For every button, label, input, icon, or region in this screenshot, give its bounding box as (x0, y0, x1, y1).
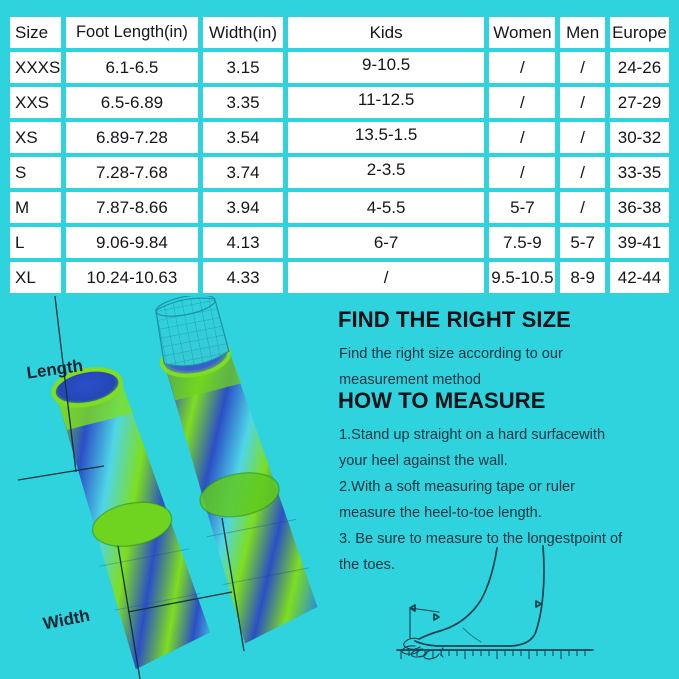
cell-kids: 11-12.5 (287, 87, 485, 118)
cell-europe: 27-29 (609, 87, 670, 118)
cell-europe: 30-32 (609, 122, 670, 153)
table-row: S 7.28-7.68 3.74 2-3.5 / / 33-35 (10, 157, 670, 188)
foot-measurement-icon (396, 545, 594, 660)
table-row: M 7.87-8.66 3.94 4-5.5 5-7 / 36-38 (10, 192, 670, 223)
cell-size: L (10, 227, 61, 258)
cell-europe: 24-26 (609, 52, 670, 83)
cell-foot-length: 7.28-7.68 (65, 157, 199, 188)
find-line: measurement method (339, 372, 481, 388)
cell-size: XS (10, 122, 61, 153)
table-row: XXXS 6.1-6.5 3.15 9-10.5 / / 24-26 (10, 52, 670, 83)
cell-width: 3.74 (203, 157, 283, 188)
column-header-women: Women (489, 17, 556, 48)
table-row: L 9.06-9.84 4.13 6-7 7.5-9 5-7 39-41 (10, 227, 670, 258)
column-header-kids: Kids (287, 17, 485, 48)
cell-foot-length: 10.24-10.63 (65, 262, 199, 293)
cell-foot-length: 9.06-9.84 (65, 227, 199, 258)
measure-step-line: measure the heel-to-toe length. (339, 505, 542, 521)
cell-size: M (10, 192, 61, 223)
cell-size: XXXS (10, 52, 61, 83)
cell-width: 4.33 (203, 262, 283, 293)
cell-men: / (560, 157, 605, 188)
cell-width: 3.15 (203, 52, 283, 83)
cell-kids: / (287, 262, 485, 293)
column-header-men: Men (560, 17, 605, 48)
table-header-row: Size Foot Length(in) Width(in) Kids Wome… (10, 17, 670, 48)
how-to-measure-heading: HOW TO MEASURE (338, 388, 546, 413)
measure-step-line: your heel against the wall. (339, 453, 508, 469)
cell-kids: 2-3.5 (287, 157, 485, 188)
measure-step-line: 2.With a soft measuring tape or ruler (339, 479, 576, 495)
cell-width: 3.94 (203, 192, 283, 223)
width-label: Width (41, 606, 91, 634)
mesh-heel-strap (155, 296, 230, 367)
cell-size: XXS (10, 87, 61, 118)
cell-women: / (489, 122, 556, 153)
cell-europe: 42-44 (609, 262, 670, 293)
cell-width: 4.13 (203, 227, 283, 258)
find-line: Find the right size according to our (339, 346, 563, 362)
cell-kids: 6-7 (287, 227, 485, 258)
cell-women: / (489, 52, 556, 83)
cell-women: 5-7 (489, 192, 556, 223)
cell-men: / (560, 122, 605, 153)
cell-foot-length: 6.5-6.89 (65, 87, 199, 118)
cell-foot-length: 6.89-7.28 (65, 122, 199, 153)
column-header-size: Size (10, 17, 61, 48)
cell-europe: 33-35 (609, 157, 670, 188)
fin-left (51, 367, 211, 670)
table-row: XXS 6.5-6.89 3.35 11-12.5 / / 27-29 (10, 87, 670, 118)
ruler-ticks (400, 650, 586, 659)
cell-foot-length: 7.87-8.66 (65, 192, 199, 223)
cell-men: / (560, 192, 605, 223)
table-row: XL 10.24-10.63 4.33 / 9.5-10.5 8-9 42-44 (10, 262, 670, 293)
cell-men: / (560, 52, 605, 83)
cell-width: 3.54 (203, 122, 283, 153)
measure-step-line: the toes. (339, 557, 395, 573)
cell-foot-length: 6.1-6.5 (65, 52, 199, 83)
cell-europe: 39-41 (609, 227, 670, 258)
swim-fins-illustration: Length Width (17, 296, 318, 679)
instructions-panel: FIND THE RIGHT SIZE Find the right size … (338, 296, 679, 679)
size-chart-table: Size Foot Length(in) Width(in) Kids Wome… (10, 17, 670, 297)
cell-kids: 13.5-1.5 (287, 122, 485, 153)
product-image-panel: Length Width (0, 296, 338, 679)
table-row: XS 6.89-7.28 3.54 13.5-1.5 / / 30-32 (10, 122, 670, 153)
find-the-right-size-heading: FIND THE RIGHT SIZE (338, 307, 571, 332)
column-header-width: Width(in) (203, 17, 283, 48)
cell-width: 3.35 (203, 87, 283, 118)
cell-men: 5-7 (560, 227, 605, 258)
measure-step-line: 3. Be sure to measure to the longestpoin… (339, 531, 623, 547)
measure-step-line: 1.Stand up straight on a hard surfacewit… (339, 427, 606, 443)
cell-women: 7.5-9 (489, 227, 556, 258)
cell-women: / (489, 87, 556, 118)
cell-size: XL (10, 262, 61, 293)
cell-kids: 4-5.5 (287, 192, 485, 223)
column-header-europe: Europe (609, 17, 670, 48)
cell-men: / (560, 87, 605, 118)
cell-europe: 36-38 (609, 192, 670, 223)
cell-women: 9.5-10.5 (489, 262, 556, 293)
cell-men: 8-9 (560, 262, 605, 293)
cell-kids: 9-10.5 (287, 52, 485, 83)
cell-size: S (10, 157, 61, 188)
column-header-foot-length: Foot Length(in) (65, 17, 199, 48)
cell-women: / (489, 157, 556, 188)
